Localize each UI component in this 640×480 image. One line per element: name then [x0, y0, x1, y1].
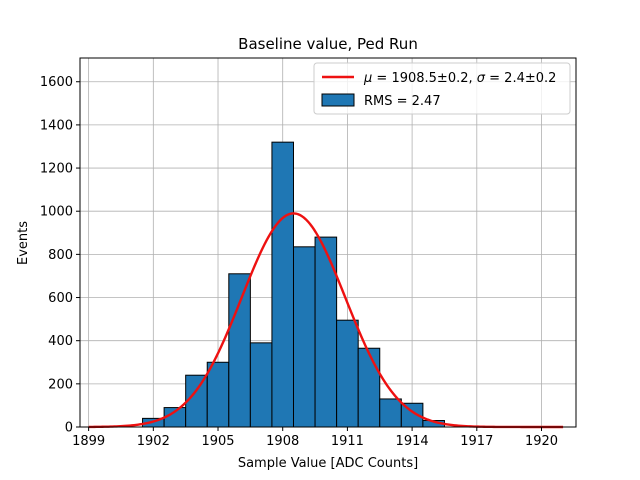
y-tick-label: 1200: [40, 162, 73, 177]
histogram-bar: [249, 342, 273, 428]
legend-fit-mu-value: = 1908.5±0.2,: [372, 71, 476, 86]
legend-box: [313, 62, 571, 115]
x-tick-label: 1908: [266, 434, 299, 449]
legend-hist-label: RMS = 2.47: [364, 94, 441, 109]
y-tick-label: 1600: [40, 75, 73, 90]
plot-frame: [79, 57, 577, 428]
histogram-bar: [357, 347, 381, 428]
histogram-bar: [185, 374, 208, 428]
y-tick-label: 200: [48, 377, 73, 392]
legend-fit-label: μ = 1908.5±0.2, σ = 2.4±0.2: [363, 71, 556, 86]
y-tick-label: 400: [48, 334, 73, 349]
y-axis-ticks: 0 200 400 600 800 1000 1200 1400 1600: [40, 75, 80, 436]
x-tick-label: 1911: [331, 434, 364, 449]
y-tick-label: 600: [48, 291, 73, 306]
histogram-bar: [206, 361, 230, 428]
x-tick-label: 1905: [201, 434, 234, 449]
y-tick-label: 1400: [40, 118, 73, 133]
x-tick-label: 1914: [396, 434, 429, 449]
legend: μ = 1908.5±0.2, σ = 2.4±0.2 RMS = 2.47: [313, 62, 571, 115]
legend-hist-swatch: [321, 93, 355, 107]
chart-title: Baseline value, Ped Run: [238, 35, 418, 53]
y-axis-label: Events: [16, 221, 31, 265]
x-axis-label: Sample Value [ADC Counts]: [238, 456, 418, 471]
y-tick-label: 1000: [40, 205, 73, 220]
y-tick-label: 0: [65, 421, 73, 436]
legend-fit-mu-symbol: μ: [363, 71, 372, 86]
x-tick-label: 1917: [460, 434, 493, 449]
histogram-bar: [336, 319, 359, 428]
histogram-bar: [292, 246, 316, 428]
y-tick-label: 800: [48, 248, 73, 263]
x-tick-label: 1899: [72, 434, 105, 449]
x-tick-label: 1902: [137, 434, 170, 449]
legend-fit-sigma-symbol: σ: [477, 71, 486, 86]
legend-fit-sigma-value: = 2.4±0.2: [485, 71, 556, 86]
histogram-bar: [228, 273, 251, 428]
x-axis-ticks: 1899 1902 1905 1908 1911 1914 1917 1920: [72, 427, 558, 449]
x-tick-label: 1920: [525, 434, 558, 449]
histogram-bar: [379, 398, 402, 428]
histogram-bar: [271, 141, 294, 428]
